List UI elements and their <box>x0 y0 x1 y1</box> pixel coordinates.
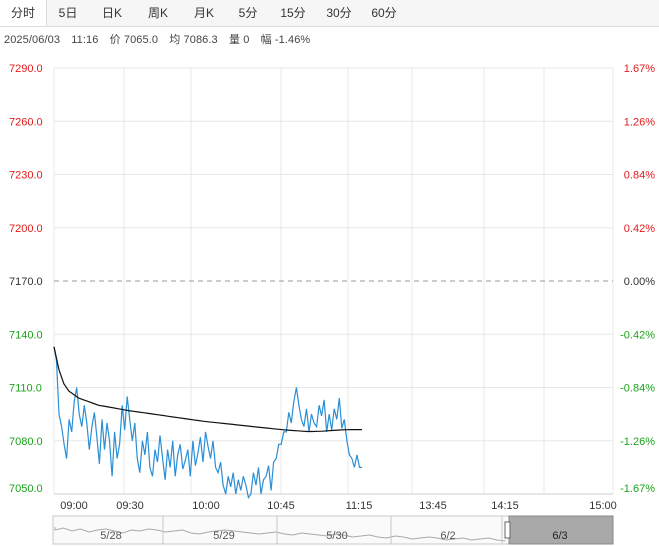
navigator-date-3: 6/2 <box>440 530 455 542</box>
y-left-tick-6: 7110.0 <box>9 383 42 395</box>
period-tabs: 分时 5日 日K 周K 月K 5分 15分 30分 60分 <box>0 0 659 27</box>
intraday-chart[interactable]: 7290.0 1.67% 7260.0 1.26% 7230.0 0.84% 7200.0 0… <box>0 56 659 516</box>
y-right-tick-1: 1.26% <box>624 116 655 128</box>
info-change: 幅 -1.46% <box>260 34 311 46</box>
y-left-tick-7: 7080.0 <box>9 436 43 448</box>
y-left-tick-5: 7140.0 <box>9 329 43 341</box>
y-right-tick-3: 0.42% <box>624 223 655 235</box>
info-price: 价 7065.0 <box>109 34 159 46</box>
x-tick-6: 14:15 <box>491 500 519 512</box>
navigator-selected-range[interactable] <box>508 515 614 545</box>
x-tick-4: 11:15 <box>346 500 373 512</box>
y-left-tick-1: 7260.0 <box>9 116 43 128</box>
tab-2[interactable]: 日K <box>101 6 122 20</box>
y-left-tick-3: 7200.0 <box>9 223 43 235</box>
y-right-tick-7: -1.26% <box>620 436 655 448</box>
tab-3[interactable]: 周K <box>147 6 168 20</box>
x-tick-7: 15:00 <box>589 500 617 512</box>
price-line <box>53 346 362 500</box>
tab-8[interactable]: 60分 <box>371 6 397 20</box>
tab-4[interactable]: 月K <box>193 6 214 20</box>
y-right-tick-6: -0.84% <box>620 383 655 395</box>
x-tick-2: 10:00 <box>192 500 220 512</box>
tab-6[interactable]: 15分 <box>280 6 306 20</box>
navigator-date-1: 5/29 <box>213 530 234 542</box>
info-time: 11:16 <box>71 34 99 46</box>
navigator-mini-line <box>54 527 506 542</box>
tab-7[interactable]: 30分 <box>326 6 352 20</box>
navigator-date-2: 5/30 <box>326 530 347 542</box>
tab-1[interactable]: 5日 <box>58 6 78 20</box>
y-left-tick-8: 7050.0 <box>9 483 43 495</box>
x-tick-3: 10:45 <box>267 500 295 512</box>
y-left-tick-4: 7170.0 <box>9 276 43 288</box>
navigator-date-4: 6/3 <box>552 530 567 542</box>
avg-line <box>53 346 362 433</box>
info-date: 2025/06/03 <box>4 34 61 46</box>
quote-info-bar: 2025/06/03 11:16 价 7065.0 均 7086.3 量 0 幅… <box>4 31 318 47</box>
y-right-tick-4: 0.00% <box>624 276 655 288</box>
info-volume: 量 0 <box>228 34 250 46</box>
y-right-tick-5: -0.42% <box>620 329 655 341</box>
date-navigator[interactable]: 5/28 5/29 5/30 6/2 6/3 <box>0 514 659 546</box>
navigator-date-0: 5/28 <box>100 530 121 542</box>
x-tick-1: 09:30 <box>116 500 144 512</box>
x-tick-0: 09:00 <box>60 500 88 512</box>
y-left-tick-0: 7290.0 <box>9 63 43 75</box>
navigator-handle-left[interactable] <box>504 521 511 539</box>
tab-5[interactable]: 5分 <box>238 6 258 20</box>
y-right-tick-2: 0.84% <box>624 170 655 182</box>
y-left-tick-2: 7230.0 <box>9 170 43 182</box>
x-tick-5: 13:45 <box>419 500 447 512</box>
y-right-tick-8: -1.67% <box>620 483 655 495</box>
y-right-tick-0: 1.67% <box>624 63 655 75</box>
tab-0[interactable]: 分时 <box>0 0 47 26</box>
info-avg: 均 7086.3 <box>169 34 218 46</box>
